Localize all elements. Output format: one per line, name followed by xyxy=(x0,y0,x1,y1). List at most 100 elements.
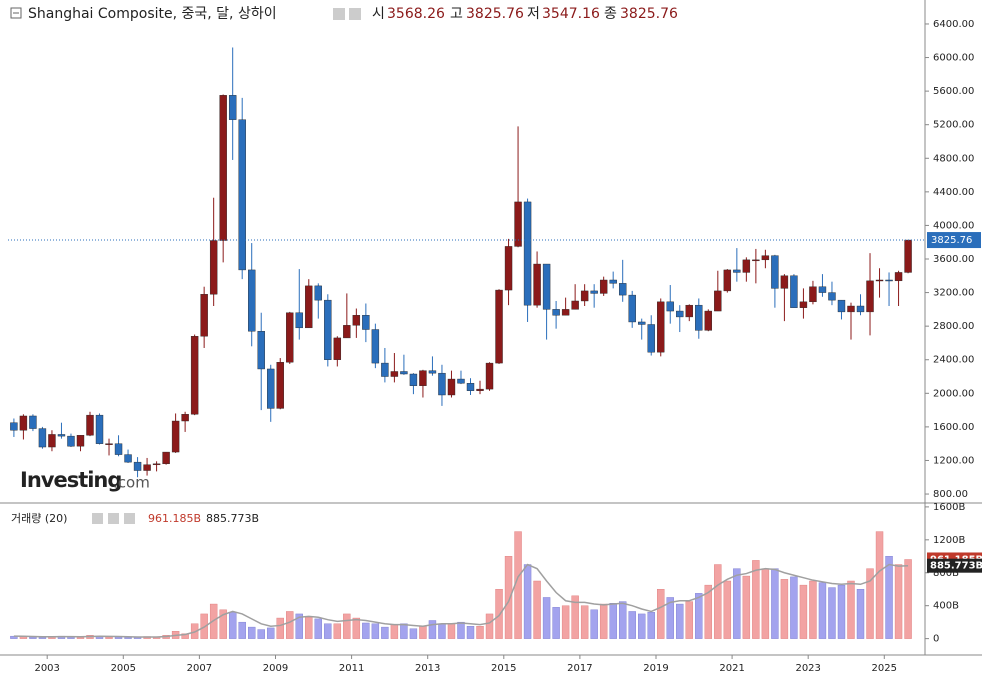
collapse-icon[interactable] xyxy=(10,7,22,19)
ohlc-label: 고 xyxy=(450,6,463,22)
candle-body xyxy=(714,290,722,312)
volume-bar xyxy=(428,620,437,639)
volume-bar xyxy=(76,637,85,639)
candle-body xyxy=(476,388,484,391)
candle-body xyxy=(105,443,113,445)
candle-body xyxy=(371,329,380,364)
volume-bar xyxy=(657,589,665,639)
y-tick-label: 3200.00 xyxy=(933,288,974,299)
volume-bar xyxy=(362,622,370,639)
volume-bar xyxy=(733,568,741,639)
candle-body xyxy=(561,309,570,316)
candle-body xyxy=(143,464,151,471)
volume-bar xyxy=(742,575,751,639)
candle-body xyxy=(114,443,123,455)
candle-body xyxy=(447,378,456,396)
volume-bar xyxy=(628,611,636,639)
y-tick-label: 4400.00 xyxy=(933,187,974,198)
candle-body xyxy=(190,336,199,415)
candle-body xyxy=(352,315,361,326)
volume-bar xyxy=(828,587,836,639)
candle-body xyxy=(866,280,874,313)
y-tick-label: 1600B xyxy=(933,502,965,513)
candle-body xyxy=(238,119,246,271)
ohlc-value: 3825.76 xyxy=(466,6,524,22)
candle-body xyxy=(200,294,208,337)
volume-bar xyxy=(818,582,827,639)
ohlc-label: 저 xyxy=(527,6,540,22)
volume-bar xyxy=(305,617,313,639)
volume-bar xyxy=(666,597,674,639)
volume-bar xyxy=(504,556,513,639)
x-tick-label: 2019 xyxy=(643,663,668,674)
candle-body xyxy=(457,378,465,384)
candle-body xyxy=(343,325,351,339)
volume-bar xyxy=(400,623,408,639)
candle-body xyxy=(904,239,912,273)
volume-bar xyxy=(495,589,503,639)
candle-body xyxy=(10,422,18,431)
candle-body xyxy=(324,299,332,360)
settings-icon[interactable] xyxy=(333,8,345,20)
volume-value-box xyxy=(927,558,982,573)
x-tick-label: 2009 xyxy=(263,663,288,674)
volume-bar xyxy=(571,595,579,639)
candle-body xyxy=(685,304,693,318)
y-tick-label: 5200.00 xyxy=(933,120,974,131)
volume-bar xyxy=(409,628,418,639)
last-price-box xyxy=(927,232,981,249)
candle-body xyxy=(666,301,674,312)
candle-body xyxy=(590,290,598,294)
x-tick-label: 2023 xyxy=(795,663,820,674)
settings-icon[interactable] xyxy=(92,513,103,524)
volume-bar xyxy=(523,564,532,639)
y-tick-label: 800.00 xyxy=(933,489,968,500)
candle-body xyxy=(209,240,218,295)
volume-bar xyxy=(390,624,399,639)
volume-bar xyxy=(609,603,617,639)
candle-body xyxy=(295,312,303,329)
volume-bar xyxy=(457,621,465,639)
candle-body xyxy=(48,434,56,448)
x-tick-label: 2021 xyxy=(719,663,744,674)
candle-body xyxy=(809,286,817,303)
volume-bar xyxy=(343,613,351,639)
candle-body xyxy=(523,201,532,306)
settings-icon[interactable] xyxy=(108,513,119,524)
candle-body xyxy=(542,263,551,310)
volume-bar xyxy=(809,580,817,639)
candle-body xyxy=(533,263,541,306)
candle-body xyxy=(57,434,66,437)
chart-title: Shanghai Composite, 중국, 달, 상하이 xyxy=(28,6,277,22)
volume-bar xyxy=(286,611,294,639)
candle-body xyxy=(124,454,132,463)
ohlc-value: 3825.76 xyxy=(620,6,678,22)
candle-body xyxy=(742,259,751,273)
candle-body xyxy=(638,321,646,325)
x-tick-label: 2005 xyxy=(111,663,136,674)
volume-bar xyxy=(533,580,541,639)
volume-bar xyxy=(847,580,855,639)
volume-bar xyxy=(485,613,494,639)
settings-icon[interactable] xyxy=(349,8,361,20)
candle-body xyxy=(314,285,322,301)
candle-body xyxy=(390,371,399,377)
x-tick-label: 2015 xyxy=(491,663,516,674)
settings-icon[interactable] xyxy=(124,513,135,524)
y-tick-label: 2800.00 xyxy=(933,321,974,332)
candle-body xyxy=(790,275,798,308)
candle-body xyxy=(19,415,28,431)
candle-body xyxy=(86,414,94,436)
x-tick-label: 2013 xyxy=(415,663,440,674)
candle-body xyxy=(609,279,617,284)
volume-bar xyxy=(590,609,598,639)
candle-body xyxy=(647,324,655,353)
candle-body xyxy=(837,299,846,313)
candle-body xyxy=(276,362,284,409)
candle-body xyxy=(875,279,884,282)
ohlc-label: 시 xyxy=(372,6,385,22)
volume-bar xyxy=(105,636,113,639)
volume-bar xyxy=(685,601,693,639)
y-tick-label: 1200.00 xyxy=(933,455,974,466)
